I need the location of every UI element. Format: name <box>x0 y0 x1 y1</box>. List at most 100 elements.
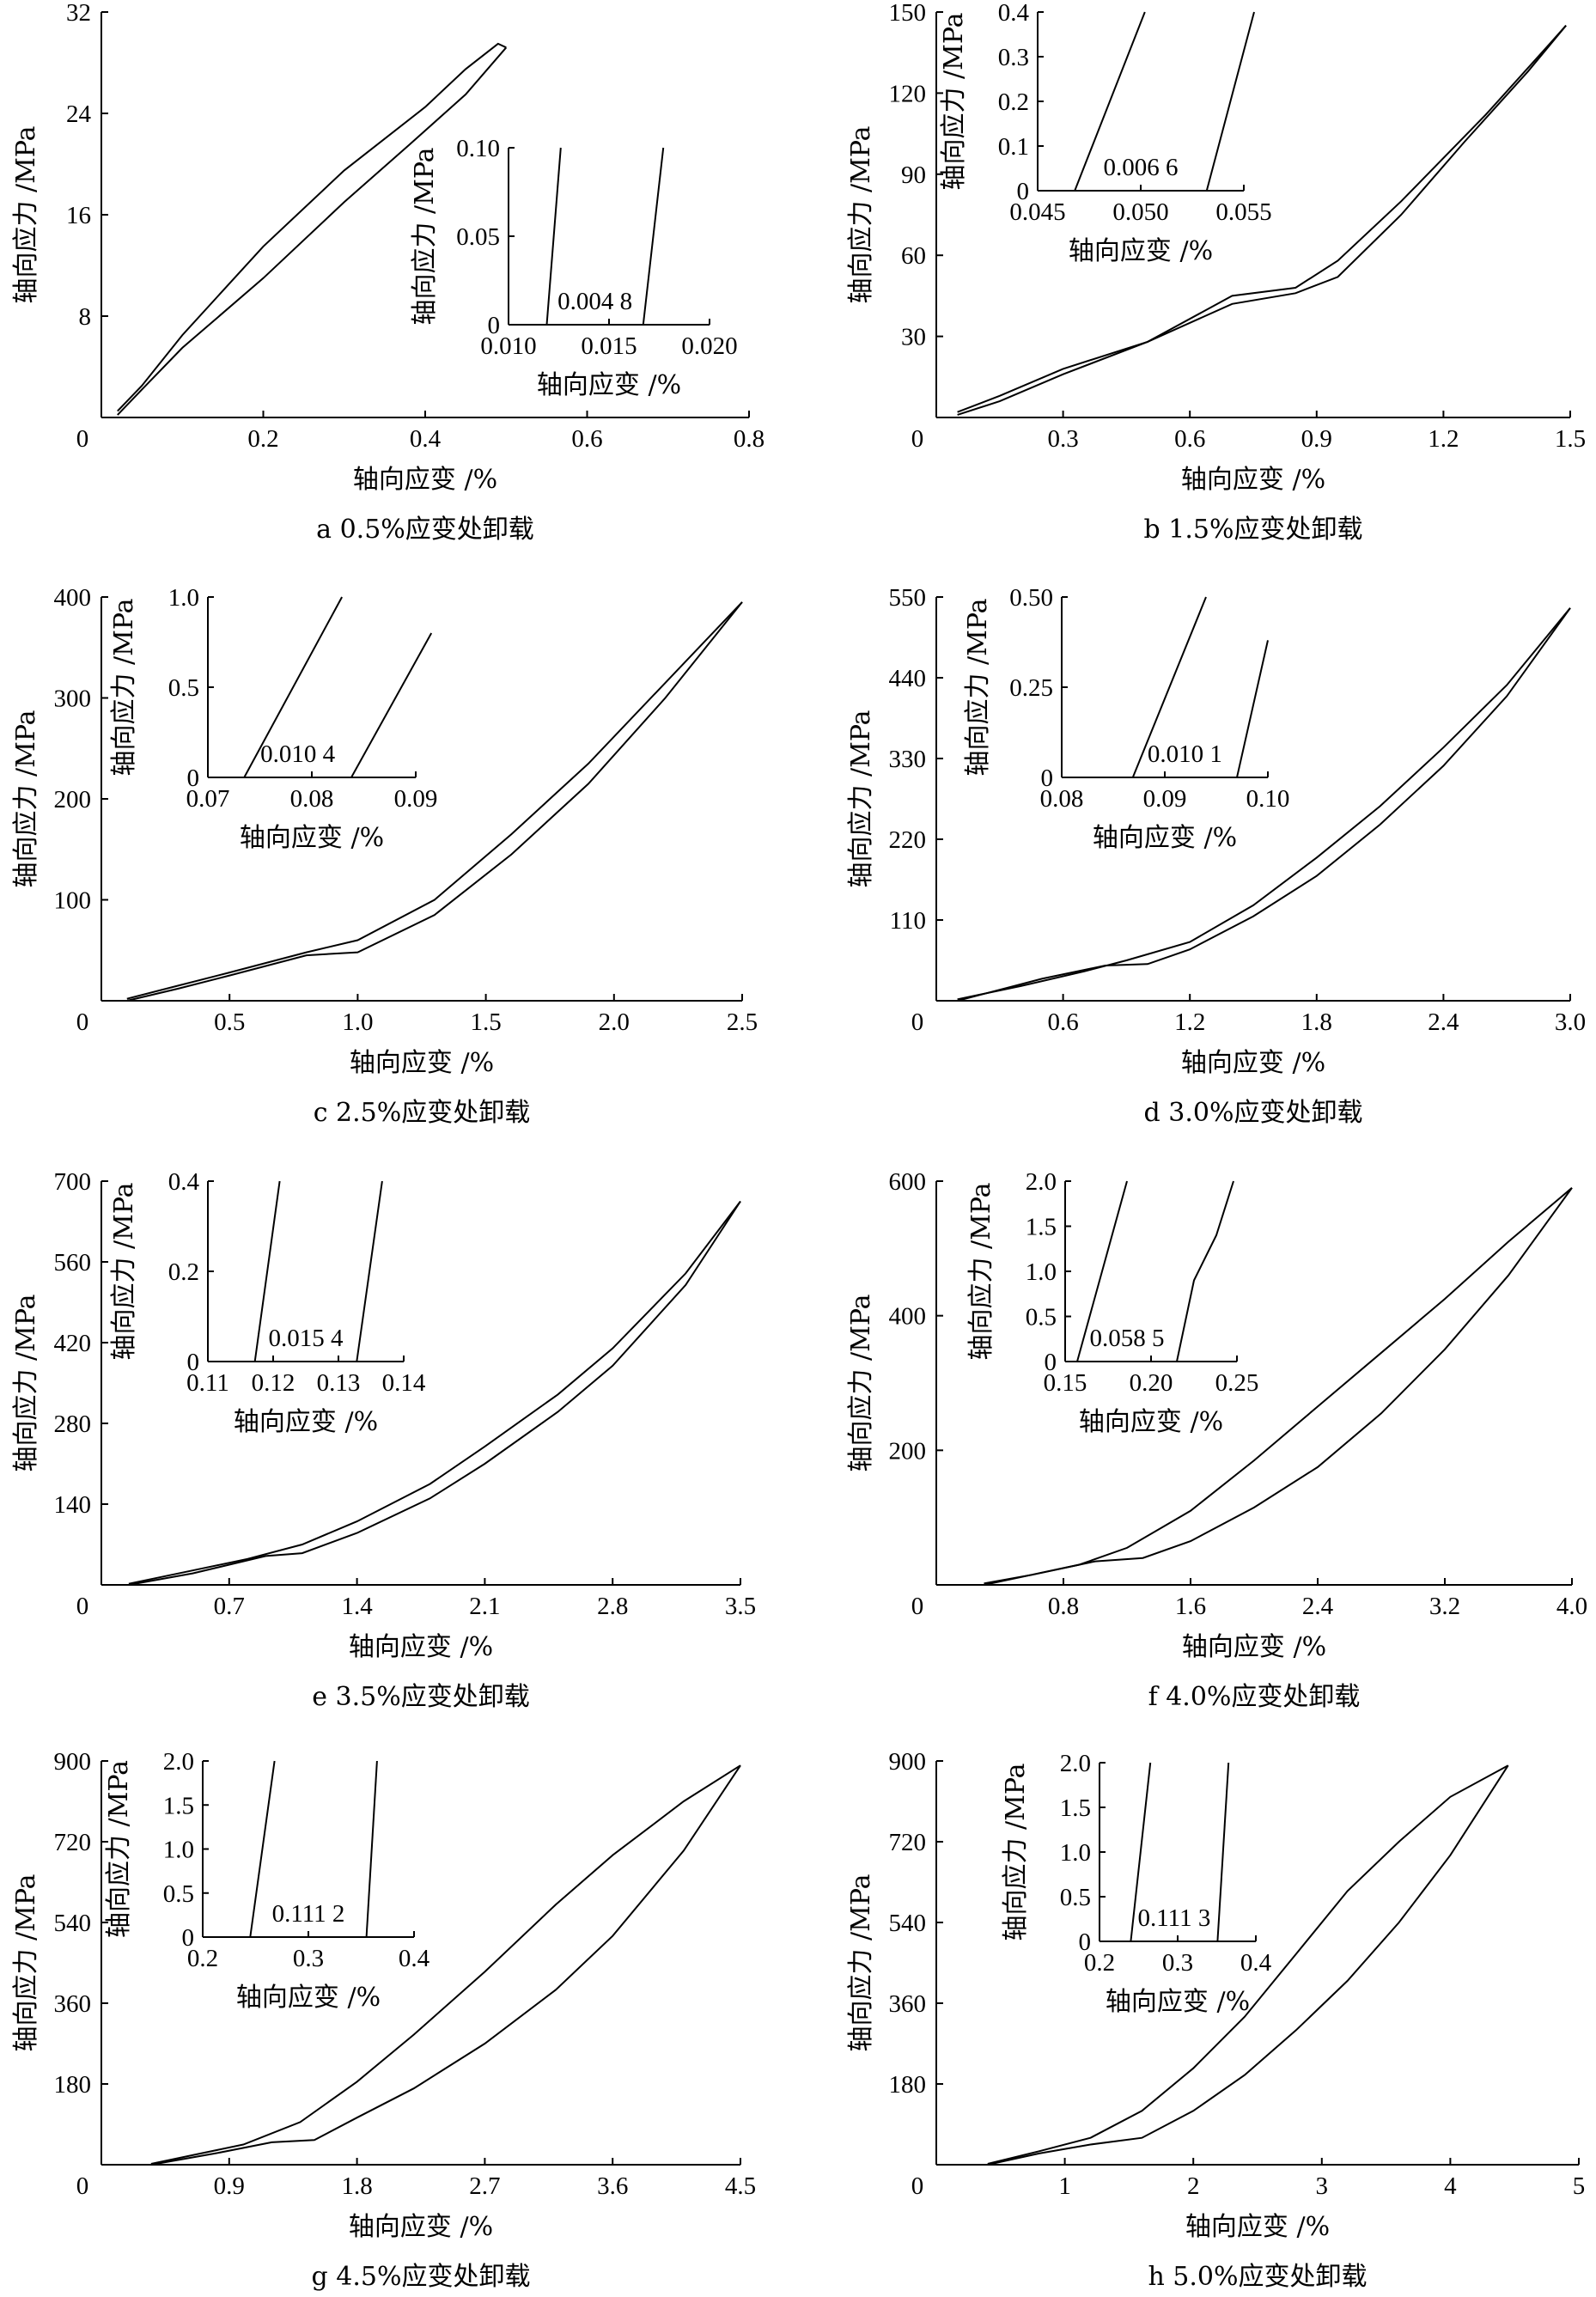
panel-a-ytick-label: 24 <box>66 101 92 128</box>
panel-e-inset-xtick-label: 0.14 <box>382 1369 426 1397</box>
panel-h-inset-ytick-label: 1.5 <box>1060 1794 1091 1822</box>
panel-d-xtick-label: 0 <box>911 1008 924 1036</box>
panel-g-inset-x-axis-label: 轴向应变 /% <box>236 1983 381 2013</box>
panel-a-inset-ytick-label: 0 <box>488 312 501 339</box>
panel-a-inset-x-axis-label: 轴向应变 /% <box>537 370 681 400</box>
panel-f-ytick-label: 200 <box>889 1437 927 1465</box>
panel-a-inset-xtick-label: 0.015 <box>581 332 637 360</box>
panel-b-xtick-label: 0.6 <box>1174 425 1205 453</box>
panel-d-caption: d 3.0%应变处卸载 <box>1144 1098 1363 1128</box>
panel-f-inset-xtick-label: 0.20 <box>1130 1369 1173 1397</box>
panel-h-xtick-label: 4 <box>1444 2172 1457 2200</box>
panel-e-inset-xtick-label: 0.13 <box>317 1369 361 1397</box>
panel-h-inset-ytick-label: 2.0 <box>1060 1750 1091 1777</box>
panel-d-ytick-label: 110 <box>890 907 926 935</box>
panel-h-inset-x-axis-label: 轴向应变 /% <box>1106 1987 1250 2017</box>
panel-d-inset-xtick-label: 0.09 <box>1143 785 1187 813</box>
panel-b-ytick-label: 120 <box>889 80 927 107</box>
panel-c-inset-line-2 <box>350 632 433 778</box>
panel-f-xtick-label: 0.8 <box>1048 1593 1079 1620</box>
panel-e-xtick-label: 1.4 <box>341 1593 373 1620</box>
panel-g-series-1-line <box>150 1764 741 2165</box>
panel-g-xtick-label: 0 <box>76 2172 89 2200</box>
panel-f-inset-ytick-label: 2.0 <box>1026 1168 1057 1196</box>
panel-c-xtick-label: 0 <box>76 1008 89 1036</box>
panel-f-inset-annotation: 0.058 5 <box>1090 1325 1165 1352</box>
panel-e-ytick-label: 140 <box>54 1491 92 1519</box>
panel-e-xtick-label: 2.1 <box>469 1593 500 1620</box>
panel-h-xtick-label: 2 <box>1187 2172 1200 2200</box>
panel-e-inset-y-axis-label: 轴向应力 /MPa <box>109 1182 139 1360</box>
panel-h-inset-ytick-label: 0 <box>1079 1928 1092 1956</box>
panel-c-x-axis-label: 轴向应变 /% <box>350 1048 494 1078</box>
panel-g-xtick-label: 4.5 <box>725 2172 756 2200</box>
panel-f-ytick-label: 600 <box>889 1168 927 1196</box>
panel-a-ytick-label: 16 <box>66 202 91 229</box>
panel-e-ytick-label: 280 <box>54 1410 92 1438</box>
panel-f-inset-y-axis-label: 轴向应力 /MPa <box>966 1182 996 1360</box>
panel-f-inset-line-2 <box>1176 1180 1234 1362</box>
panel-a-x-axis-label: 轴向应变 /% <box>353 465 497 495</box>
panel-a-xtick-label: 0.2 <box>247 425 278 453</box>
panel-b-xtick-label: 1.2 <box>1428 425 1459 453</box>
panel-a-inset-y-axis-label: 轴向应力 /MPa <box>410 147 440 325</box>
panel-g-inset-xtick-label: 0.3 <box>293 1945 324 1972</box>
panel-b-series-2-line <box>957 25 1567 416</box>
panel-e-inset-xtick-label: 0.12 <box>252 1369 295 1397</box>
panel-d-inset-xtick-label: 0.08 <box>1040 785 1084 813</box>
panel-g-x-axis-label: 轴向应变 /% <box>349 2212 493 2242</box>
panel-b-caption: b 1.5%应变处卸载 <box>1144 515 1363 545</box>
panel-c-inset-xtick-label: 0.07 <box>186 785 230 813</box>
panel-e-xtick-label: 3.5 <box>725 1593 756 1620</box>
panel-c-y-axis-label: 轴向应力 /MPa <box>11 710 41 887</box>
panel-b-inset-x-axis-label: 轴向应变 /% <box>1069 236 1213 266</box>
panel-f-inset-ytick-label: 0.5 <box>1026 1304 1057 1331</box>
panel-h-y-axis-label: 轴向应力 /MPa <box>846 1874 876 2051</box>
panel-d-xtick-label: 2.4 <box>1428 1008 1459 1036</box>
panel-b-xtick-label: 1.5 <box>1555 425 1586 453</box>
panel-h-xtick-label: 0 <box>911 2172 924 2200</box>
panel-f-inset-ytick-label: 1.0 <box>1026 1258 1057 1286</box>
panel-a-series-2-line <box>117 46 508 416</box>
panel-h-xtick-label: 3 <box>1316 2172 1329 2200</box>
panel-c-xtick-label: 0.5 <box>214 1008 245 1036</box>
panel-h-x-axis-label: 轴向应变 /% <box>1185 2212 1330 2242</box>
panel-g-inset-line-1 <box>249 1760 276 1938</box>
panel-c-inset-ytick-label: 1.0 <box>168 584 199 612</box>
panel-f-xtick-label: 2.4 <box>1302 1593 1334 1620</box>
panel-d-inset-line-2 <box>1236 640 1269 778</box>
panel-b-xtick-label: 0.9 <box>1301 425 1332 453</box>
panel-b-inset-xtick-label: 0.055 <box>1215 198 1271 226</box>
panel-h-inset-xtick-label: 0.2 <box>1084 1949 1115 1977</box>
panel-g-y-axis-label: 轴向应力 /MPa <box>11 1874 41 2051</box>
panel-a-inset-line-1 <box>545 147 562 326</box>
panel-a-xtick-label: 0.4 <box>410 425 442 453</box>
panel-c-ytick-label: 300 <box>54 685 92 713</box>
panel-f-xtick-label: 1.6 <box>1175 1593 1206 1620</box>
panel-g-series-2-line <box>150 1764 741 2166</box>
panel-e-inset-line-1 <box>253 1180 281 1362</box>
panel-g-inset-ytick-label: 0 <box>182 1924 195 1952</box>
panel-c-inset-annotation: 0.010 4 <box>260 740 336 768</box>
panel-e-inset-ytick-label: 0.2 <box>168 1258 199 1286</box>
panel-h-inset-annotation: 0.111 3 <box>1137 1904 1210 1932</box>
panel-f-inset-line-1 <box>1076 1180 1128 1362</box>
panel-b-inset-annotation: 0.006 6 <box>1104 154 1179 181</box>
panel-f-inset-ytick-label: 1.5 <box>1026 1214 1057 1241</box>
panel-e-inset-ytick-label: 0.4 <box>168 1168 200 1196</box>
panel-h-inset-ytick-label: 0.5 <box>1060 1884 1091 1911</box>
panel-d-inset-ytick-label: 0.50 <box>1009 584 1053 612</box>
panel-e-y-axis-label: 轴向应力 /MPa <box>11 1294 41 1471</box>
panel-c-inset-xtick-label: 0.09 <box>394 785 438 813</box>
panel-c-inset-ytick-label: 0.5 <box>168 674 199 702</box>
panel-d-x-axis-label: 轴向应变 /% <box>1181 1048 1325 1078</box>
panel-e-series-1-line <box>128 1200 741 1585</box>
panel-e-inset-line-2 <box>356 1180 383 1362</box>
panel-b-inset-line-2 <box>1205 11 1255 192</box>
panel-g-ytick-label: 720 <box>54 1829 92 1856</box>
panel-b-ytick-label: 150 <box>889 0 927 27</box>
panel-g-xtick-label: 3.6 <box>597 2172 628 2200</box>
panel-f-xtick-label: 4.0 <box>1556 1593 1587 1620</box>
panel-b-x-axis-label: 轴向应变 /% <box>1181 465 1325 495</box>
panel-g-caption: g 4.5%应变处卸载 <box>312 2262 531 2292</box>
